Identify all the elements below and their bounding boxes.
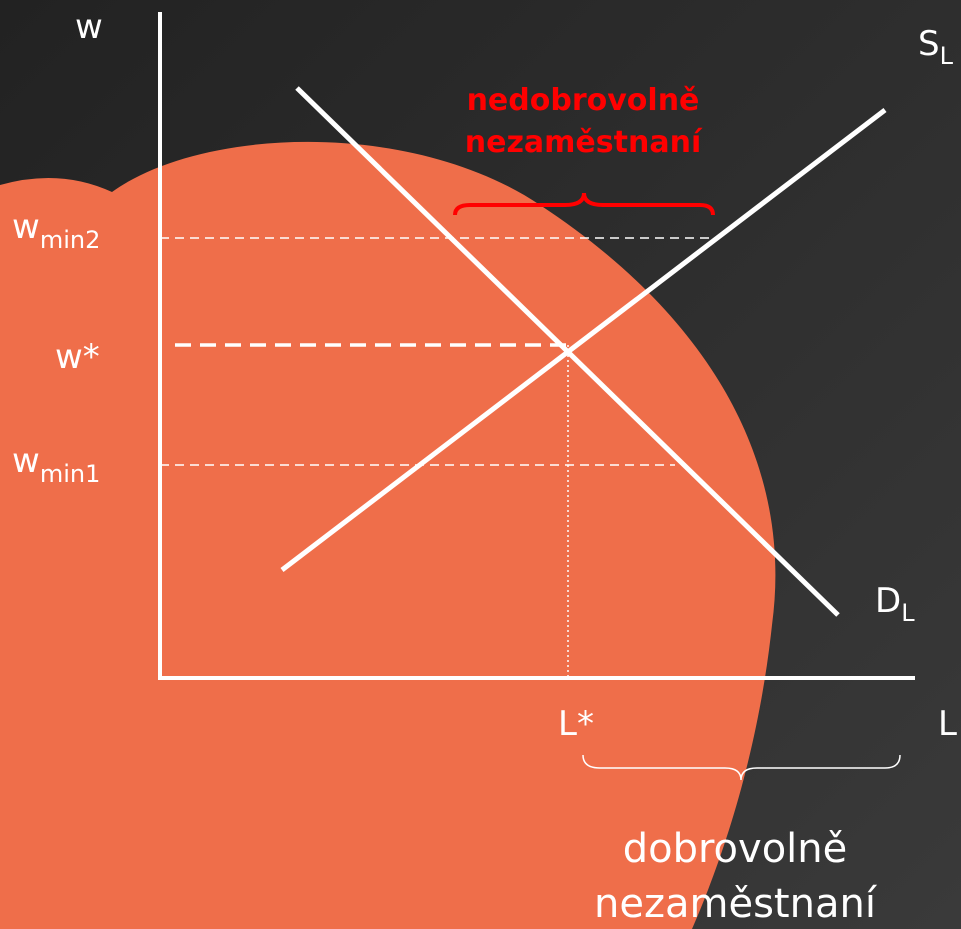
wmin2-name: w (12, 207, 40, 247)
involuntary-line2: nezaměstnaní (465, 125, 703, 160)
wmin1-label: wmin1 (12, 441, 100, 488)
voluntary-line1: dobrovolně (623, 826, 848, 872)
supply-name: S (918, 24, 940, 64)
axes (158, 12, 915, 781)
supply-curve (280, 108, 887, 572)
wstar-label: w* (55, 337, 100, 377)
voluntary-line2: nezaměstnaní (594, 881, 878, 927)
x-label: L (938, 704, 957, 744)
lstar-label: L* (558, 704, 594, 744)
wmin1-sub: min1 (40, 460, 101, 488)
demand-name: D (875, 581, 901, 621)
wmin2-sub: min2 (40, 226, 101, 254)
involuntary-line1: nedobrovolně (467, 83, 700, 118)
supply-sub: L (940, 42, 954, 70)
supply-label: SL (918, 24, 954, 70)
demand-sub: L (901, 599, 915, 627)
y-label: w (75, 7, 103, 47)
voluntary-brace (582, 754, 901, 781)
wmin2-label: wmin2 (12, 207, 100, 254)
demand-label: DL (875, 581, 915, 627)
wmin1-name: w (12, 441, 40, 481)
involuntary-brace (453, 192, 715, 216)
